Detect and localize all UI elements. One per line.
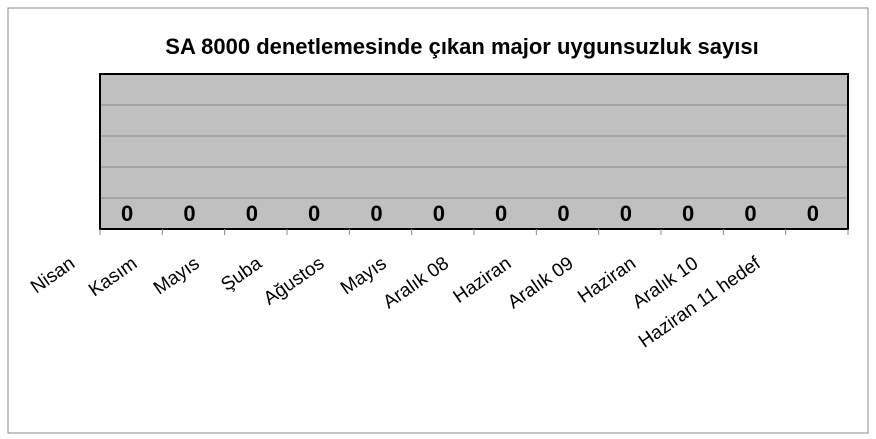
data-label: 0 (620, 201, 632, 226)
data-label: 0 (807, 201, 819, 226)
data-label: 0 (682, 201, 694, 226)
data-label: 0 (183, 201, 195, 226)
data-label: 0 (495, 201, 507, 226)
data-label: 0 (246, 201, 258, 226)
data-label: 0 (308, 201, 320, 226)
plot-area (100, 74, 848, 229)
data-label: 0 (121, 201, 133, 226)
data-label: 0 (433, 201, 445, 226)
data-label: 0 (744, 201, 756, 226)
data-label: 0 (370, 201, 382, 226)
data-label: 0 (557, 201, 569, 226)
chart-title: SA 8000 denetlemesinde çıkan major uygun… (165, 34, 758, 59)
